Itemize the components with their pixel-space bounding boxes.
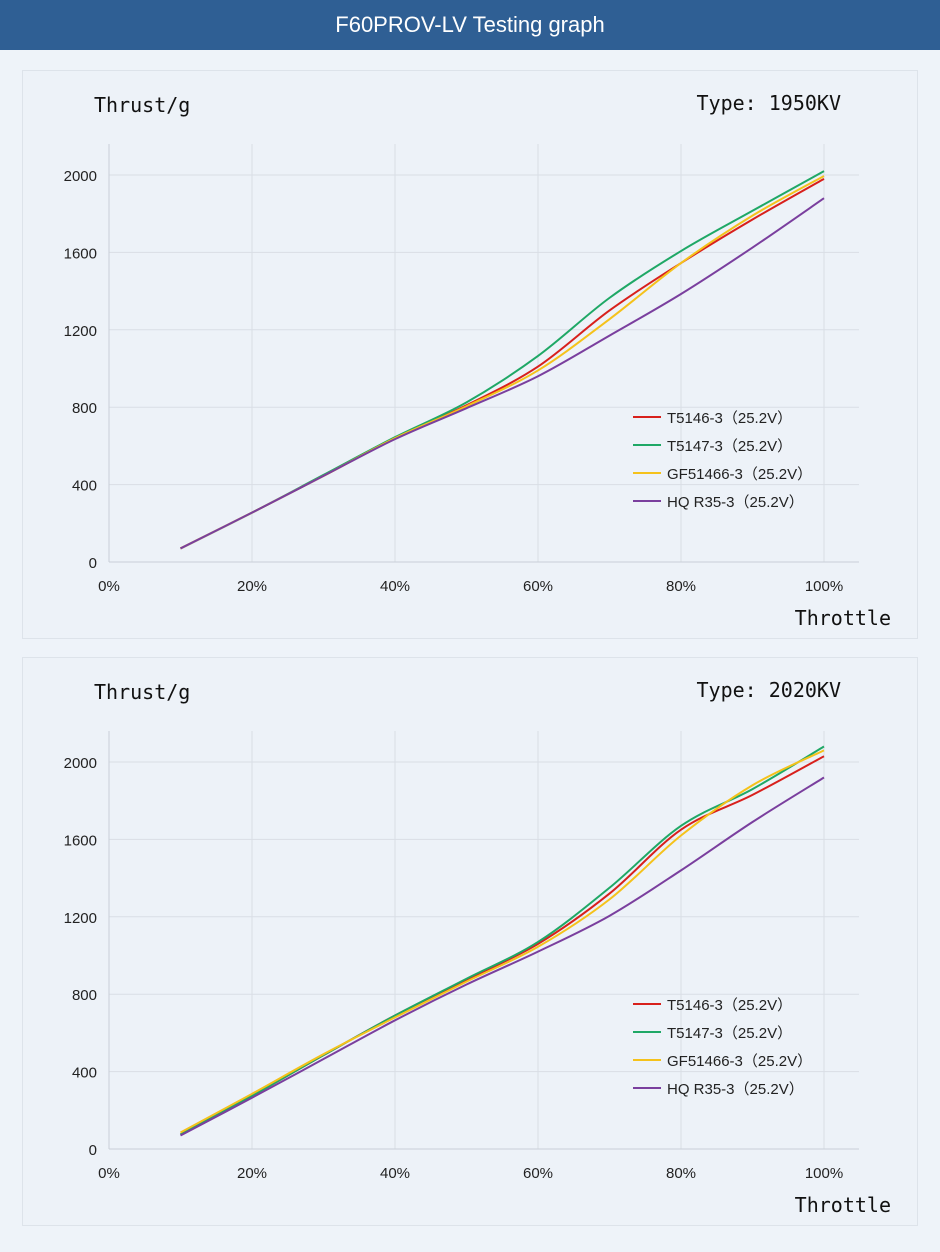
legend-label: GF51466-3（25.2V） (667, 466, 812, 483)
legend-label: T5147-3（25.2V） (667, 1025, 792, 1042)
chart-1950kv: 0% 20% 40% 60% 80% 100% 0 400 800 1200 1600 2000 Thr… (64, 91, 891, 630)
y-tick-label: 800 (72, 400, 97, 417)
page-title: F60PROV-LV Testing graph (0, 0, 940, 50)
series-line-3 (180, 776, 825, 1137)
y-tick-label: 2000 (64, 755, 97, 772)
x-tick-label: 40% (380, 578, 410, 595)
legend-label: GF51466-3（25.2V） (667, 1053, 812, 1070)
chart-2020kv: 0% 20% 40% 60% 80% 100% 0 400 800 1200 1600 2000 Thr… (64, 678, 891, 1217)
chart-panel-2020kv: 0% 20% 40% 60% 80% 100% 0 400 800 1200 1600 2000 Thr… (22, 657, 918, 1226)
series-line-2 (180, 175, 825, 550)
x-axis-label: Throttle (795, 606, 891, 630)
legend-label: T5146-3（25.2V） (667, 997, 792, 1014)
y-tick-label: 1600 (64, 832, 97, 849)
legend-label: T5146-3（25.2V） (667, 410, 792, 427)
y-tick-label: 1200 (64, 910, 97, 927)
chart-title: Type: 1950KV (697, 91, 842, 115)
y-axis-label: Thrust/g (94, 680, 190, 704)
y-tick-label: 800 (72, 987, 97, 1004)
x-tick-label: 80% (666, 578, 696, 595)
x-tick-label: 20% (237, 1165, 267, 1182)
x-tick-label: 0% (98, 1165, 120, 1182)
x-tick-label: 20% (237, 578, 267, 595)
y-tick-label: 1200 (64, 323, 97, 340)
x-axis-label: Throttle (795, 1193, 891, 1217)
x-tick-label: 100% (805, 578, 843, 595)
series-line-2 (180, 749, 825, 1134)
y-tick-label: 400 (72, 478, 97, 495)
y-tick-label: 0 (89, 1142, 97, 1159)
legend-label: HQ R35-3（25.2V） (667, 494, 804, 511)
legend-label: T5147-3（25.2V） (667, 438, 792, 455)
x-tick-label: 60% (523, 578, 553, 595)
series-line-0 (180, 755, 825, 1136)
x-tick-label: 80% (666, 1165, 696, 1182)
y-tick-label: 2000 (64, 168, 97, 185)
y-tick-label: 1600 (64, 245, 97, 262)
y-tick-label: 0 (89, 555, 97, 572)
series-line-3 (180, 197, 825, 550)
x-tick-label: 40% (380, 1165, 410, 1182)
legend-label: HQ R35-3（25.2V） (667, 1081, 804, 1098)
x-tick-label: 60% (523, 1165, 553, 1182)
series-line-1 (180, 745, 825, 1136)
y-axis-label: Thrust/g (94, 93, 190, 117)
series-line-1 (180, 170, 825, 550)
y-tick-label: 400 (72, 1065, 97, 1082)
chart-title: Type: 2020KV (697, 678, 842, 702)
x-tick-label: 100% (805, 1165, 843, 1182)
x-tick-label: 0% (98, 578, 120, 595)
chart-panel-1950kv: 0% 20% 40% 60% 80% 100% 0 400 800 1200 1600 2000 Thr… (22, 70, 918, 639)
